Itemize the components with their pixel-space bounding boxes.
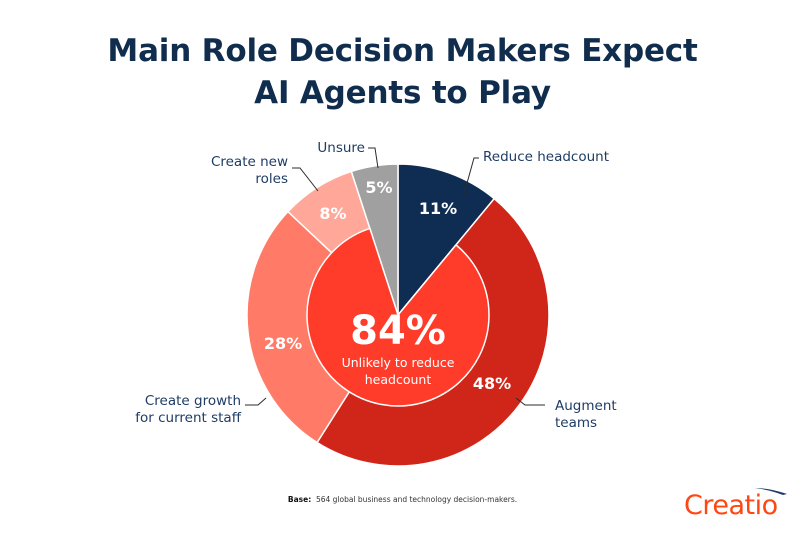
callout-label: Augment teams <box>555 398 617 431</box>
slice-percent-label: 11% <box>419 199 457 218</box>
callout-label: Create growth for current staff <box>135 393 241 426</box>
leader-line <box>292 167 319 192</box>
callout-label: Create new roles <box>211 154 288 187</box>
creatio-logo: Creatio <box>684 488 787 521</box>
slice-percent-labels: 11% 48% 28% 8% 5% <box>264 178 511 393</box>
center-summary: 84% Unlikely to reduce headcount <box>342 308 455 387</box>
center-label-line-2: headcount <box>365 372 432 387</box>
chart-title-line-2: AI Agents to Play <box>254 75 551 111</box>
logo-text: Creatio <box>684 490 778 521</box>
chart-title: Main Role Decision Makers Expect AI Agen… <box>0 30 805 114</box>
pie-slice-reduce-headcount <box>397 163 496 318</box>
inner-summary-circle <box>306 227 490 407</box>
slice-percent-label: 48% <box>473 374 511 393</box>
callout-labels: Reduce headcount Augment teams Create growt… <box>135 140 616 431</box>
leader-line <box>515 397 545 406</box>
leader-line <box>245 397 267 406</box>
callout-leader-lines <box>245 147 545 406</box>
leader-line <box>463 157 479 195</box>
slice-percent-label: 8% <box>319 204 346 223</box>
logo-swoosh-icon <box>755 488 787 495</box>
center-label-line-1: Unlikely to reduce <box>342 355 455 370</box>
chart-title-line-1: Main Role Decision Makers Expect <box>107 33 698 69</box>
center-value: 84% <box>350 308 446 354</box>
callout-label: Unsure <box>317 140 365 156</box>
slice-percent-label: 28% <box>264 334 302 353</box>
footnote-base-text: 564 global business and technology decis… <box>315 495 518 504</box>
footnote-base-label: Base: <box>287 495 312 504</box>
footnote: Base: 564 global business and technology… <box>0 495 805 504</box>
slice-percent-label: 5% <box>365 178 392 197</box>
leader-line <box>368 147 379 169</box>
inner-84-percent-sector <box>306 227 490 407</box>
callout-label: Reduce headcount <box>483 149 609 165</box>
